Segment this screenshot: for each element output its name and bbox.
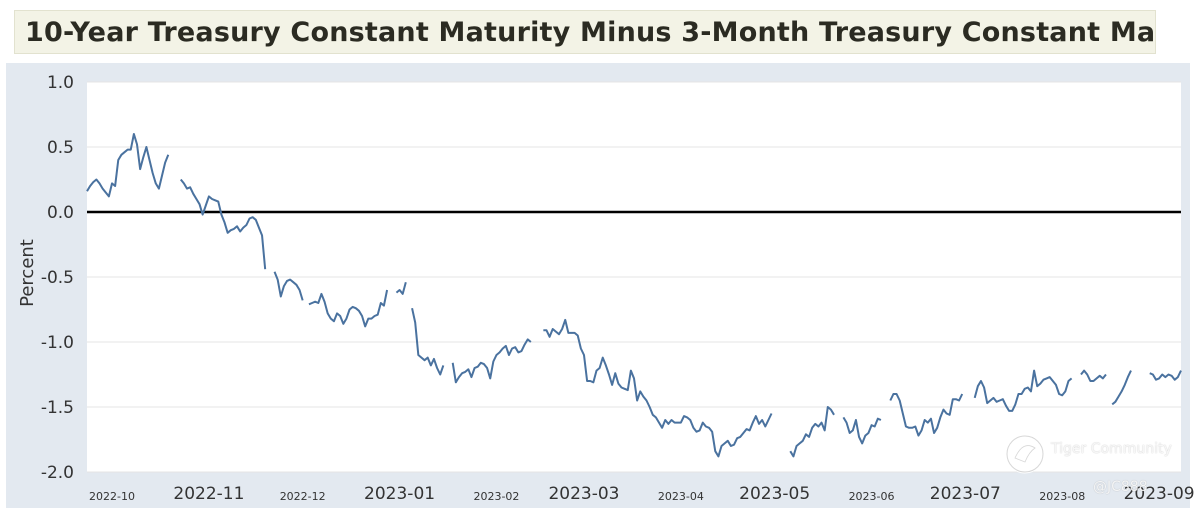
- x-tick-label: 2022-11: [173, 484, 244, 504]
- series-line-segment: [308, 289, 389, 328]
- series-line-segment: [86, 133, 170, 198]
- series-line-segment: [411, 307, 445, 376]
- series-line-segment: [842, 416, 882, 445]
- series-line-segment: [179, 178, 267, 270]
- x-tick-label: 2023-07: [930, 484, 1001, 504]
- chart-title: 10-Year Treasury Constant Maturity Minus…: [25, 17, 1156, 48]
- watermark: Tiger Community @JC888: [1003, 432, 1193, 502]
- series-line-segment: [1080, 369, 1107, 382]
- series-line-segment: [1111, 370, 1132, 406]
- series-line-segment: [889, 393, 964, 437]
- x-tick-label: 2023-05: [739, 484, 810, 504]
- y-axis: 1.0 0.5 0.0 -0.5 -1.0 -1.5 -2.0: [41, 73, 74, 483]
- x-tick-label: 2023-06: [849, 490, 895, 503]
- x-tick-label: 2023-01: [364, 484, 435, 504]
- x-tick-label: 2022-12: [280, 490, 326, 503]
- series-group: [86, 133, 1182, 458]
- series-line-segment: [973, 369, 1073, 412]
- y-axis-label: Percent: [17, 239, 38, 307]
- y-tick-label: -1.5: [41, 398, 74, 418]
- x-tick-label: 2023-04: [658, 490, 704, 503]
- y-tick-label: -2.0: [41, 463, 74, 483]
- x-tick-label: 2023-09: [1124, 484, 1195, 504]
- x-axis: 2022-10 2022-11 2022-12 2023-01 2023-02 2023-…: [89, 484, 1195, 504]
- x-tick-label: 2023-03: [548, 484, 619, 504]
- y-tick-label: -1.0: [41, 333, 74, 353]
- y-tick-label: 0.0: [47, 203, 74, 223]
- tiger-community-logo-icon: [1005, 434, 1045, 474]
- series-line-segment: [1149, 370, 1182, 381]
- series-line-segment: [543, 318, 773, 458]
- x-tick-label: 2023-08: [1039, 490, 1085, 503]
- x-tick-label: 2022-10: [89, 490, 135, 503]
- x-tick-label: 2023-02: [473, 490, 519, 503]
- y-tick-label: 0.5: [47, 138, 74, 158]
- series-line-segment: [273, 271, 304, 301]
- series-line-segment: [395, 281, 407, 295]
- y-tick-label: -0.5: [41, 268, 74, 288]
- series-line-segment: [451, 338, 532, 384]
- watermark-handle: @JC888: [1093, 479, 1148, 495]
- series-line-segment: [789, 406, 835, 458]
- chart-title-bar: 10-Year Treasury Constant Maturity Minus…: [14, 10, 1156, 54]
- y-tick-label: 1.0: [47, 73, 74, 93]
- watermark-text: Tiger Community: [1051, 441, 1172, 457]
